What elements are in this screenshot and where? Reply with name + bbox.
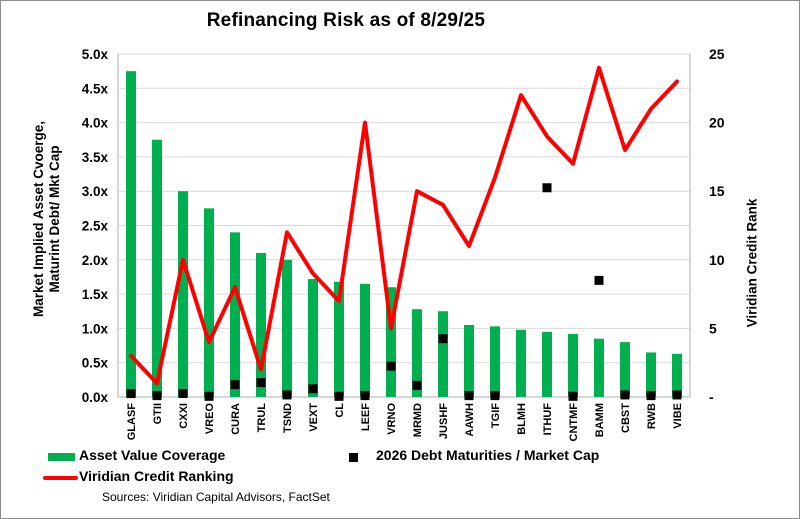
asset-value-coverage-bar [386, 287, 396, 397]
x-axis-category-label: GLASF [126, 403, 138, 441]
x-axis-category-label: TGIF [490, 403, 502, 428]
viridian-credit-ranking-line [129, 65, 679, 386]
debt-maturities-marker [178, 389, 188, 399]
legend-bar-swatch [48, 453, 75, 461]
left-axis-tick-label: 3.5x [82, 150, 109, 165]
asset-value-coverage-bar [594, 338, 604, 397]
debt-maturities-marker [334, 391, 344, 401]
debt-maturities-marker [412, 380, 422, 390]
debt-maturities-marker [594, 275, 604, 285]
debt-maturities-marker [282, 390, 292, 400]
x-axis-category-label: RWB [646, 403, 658, 429]
legend-label-asset-value-coverage: Asset Value Coverage [79, 447, 226, 463]
x-axis-category-label: LEEF [360, 403, 372, 431]
chart-title: Refinancing Risk as of 8/29/25 [206, 10, 486, 31]
debt-maturities-marker [204, 391, 214, 401]
left-axis-tick-label: 4.5x [82, 81, 109, 96]
legend-label-viridian-credit-ranking: Viridian Credit Ranking [79, 468, 234, 484]
x-axis-category-label: VEXT [308, 403, 320, 432]
asset-value-coverage-bar [620, 342, 630, 397]
debt-maturities-marker [568, 391, 578, 401]
debt-maturities-marker [620, 390, 630, 400]
x-axis-category-label: GTII [152, 403, 164, 424]
right-axis-tick-label: - [709, 389, 714, 405]
left-axis-tick-label: 4.0x [82, 116, 109, 131]
asset-value-coverage-bar [360, 283, 370, 397]
debt-maturities-marker [542, 183, 552, 193]
right-axis-tick-label: 10 [709, 252, 725, 268]
right-axis-tick-label: 15 [709, 183, 725, 199]
right-axis-tick-label: 20 [709, 115, 725, 131]
x-axis-category-label: CNTMF [568, 403, 580, 442]
right-axis-tick-label: 25 [709, 46, 725, 62]
x-axis-category-label: VREO [204, 403, 216, 435]
legend-label-debt-maturities: 2026 Debt Maturities / Market Cap [376, 447, 600, 463]
left-axis-tick-label: 0.0x [82, 390, 109, 405]
x-axis-category-label: MRMD [412, 403, 424, 437]
asset-value-coverage-bar [412, 309, 422, 397]
x-axis-category-label: AAWH [464, 403, 476, 437]
debt-maturities-marker [152, 391, 162, 401]
asset-value-coverage-bar [542, 331, 552, 397]
asset-value-coverage-bar [282, 259, 292, 397]
asset-value-coverage-bar [178, 191, 188, 397]
x-axis-category-label: VIBE [672, 403, 684, 429]
debt-maturities-marker [646, 391, 656, 401]
asset-value-coverage-bar [334, 281, 344, 397]
debt-maturities-marker [672, 390, 682, 400]
left-axis-tick-label: 3.0x [82, 184, 109, 199]
x-axis-category-label: JUSHF [438, 403, 450, 439]
x-axis-category-label: TSND [282, 403, 294, 433]
asset-value-coverage-bar [516, 329, 526, 397]
asset-value-coverage-bar [438, 311, 448, 397]
x-axis-category-label: CL [334, 403, 346, 418]
asset-value-coverage-bar [490, 326, 500, 397]
source-note: Sources: Viridian Capital Advisors, Fact… [102, 490, 330, 504]
asset-value-coverage-bar [204, 208, 214, 397]
asset-value-coverage-bar [230, 232, 240, 397]
legend-line-swatch [43, 476, 78, 480]
x-axis-category-label: CBST [620, 403, 632, 433]
x-axis-category-label: CURA [230, 403, 242, 435]
left-axis-tick-label: 5.0x [82, 47, 109, 62]
left-axis-tick-label: 1.0x [82, 321, 109, 336]
asset-value-coverage-bar [308, 279, 318, 397]
debt-maturities-marker [464, 391, 474, 401]
debt-maturities-marker [386, 361, 396, 371]
x-axis-category-label: BLMH [516, 403, 528, 435]
left-axis-tick-label: 2.5x [82, 219, 109, 234]
legend-square-swatch [349, 453, 358, 462]
debt-maturities-marker [360, 391, 370, 401]
left-axis-tick-label: 2.0x [82, 253, 109, 268]
asset-value-coverage-bar [568, 333, 578, 397]
asset-value-coverage-bar [256, 252, 266, 397]
right-axis-tick-label: 5 [709, 320, 717, 336]
debt-maturities-marker [256, 378, 266, 388]
asset-value-coverage-bar [464, 324, 474, 397]
debt-maturities-marker [438, 334, 448, 344]
asset-value-coverage-bar [646, 352, 656, 397]
asset-value-coverage-bar [152, 139, 162, 397]
left-axis-tick-label: 1.5x [82, 287, 109, 302]
x-axis-category-label: CXXI [178, 403, 190, 429]
x-axis-category-label: TRUL [256, 403, 268, 433]
asset-value-coverage-bar [672, 353, 682, 397]
debt-maturities-marker [230, 380, 240, 390]
x-axis-category-label: VRNO [386, 403, 398, 435]
debt-maturities-marker [126, 389, 136, 399]
debt-maturities-marker [490, 391, 500, 401]
left-axis-tick-label: 0.5x [82, 356, 109, 371]
x-axis-category-label: BAMM [594, 403, 606, 437]
asset-value-coverage-bar [126, 71, 136, 398]
x-axis-category-label: ITHUF [542, 403, 554, 436]
debt-maturities-marker [308, 384, 318, 394]
